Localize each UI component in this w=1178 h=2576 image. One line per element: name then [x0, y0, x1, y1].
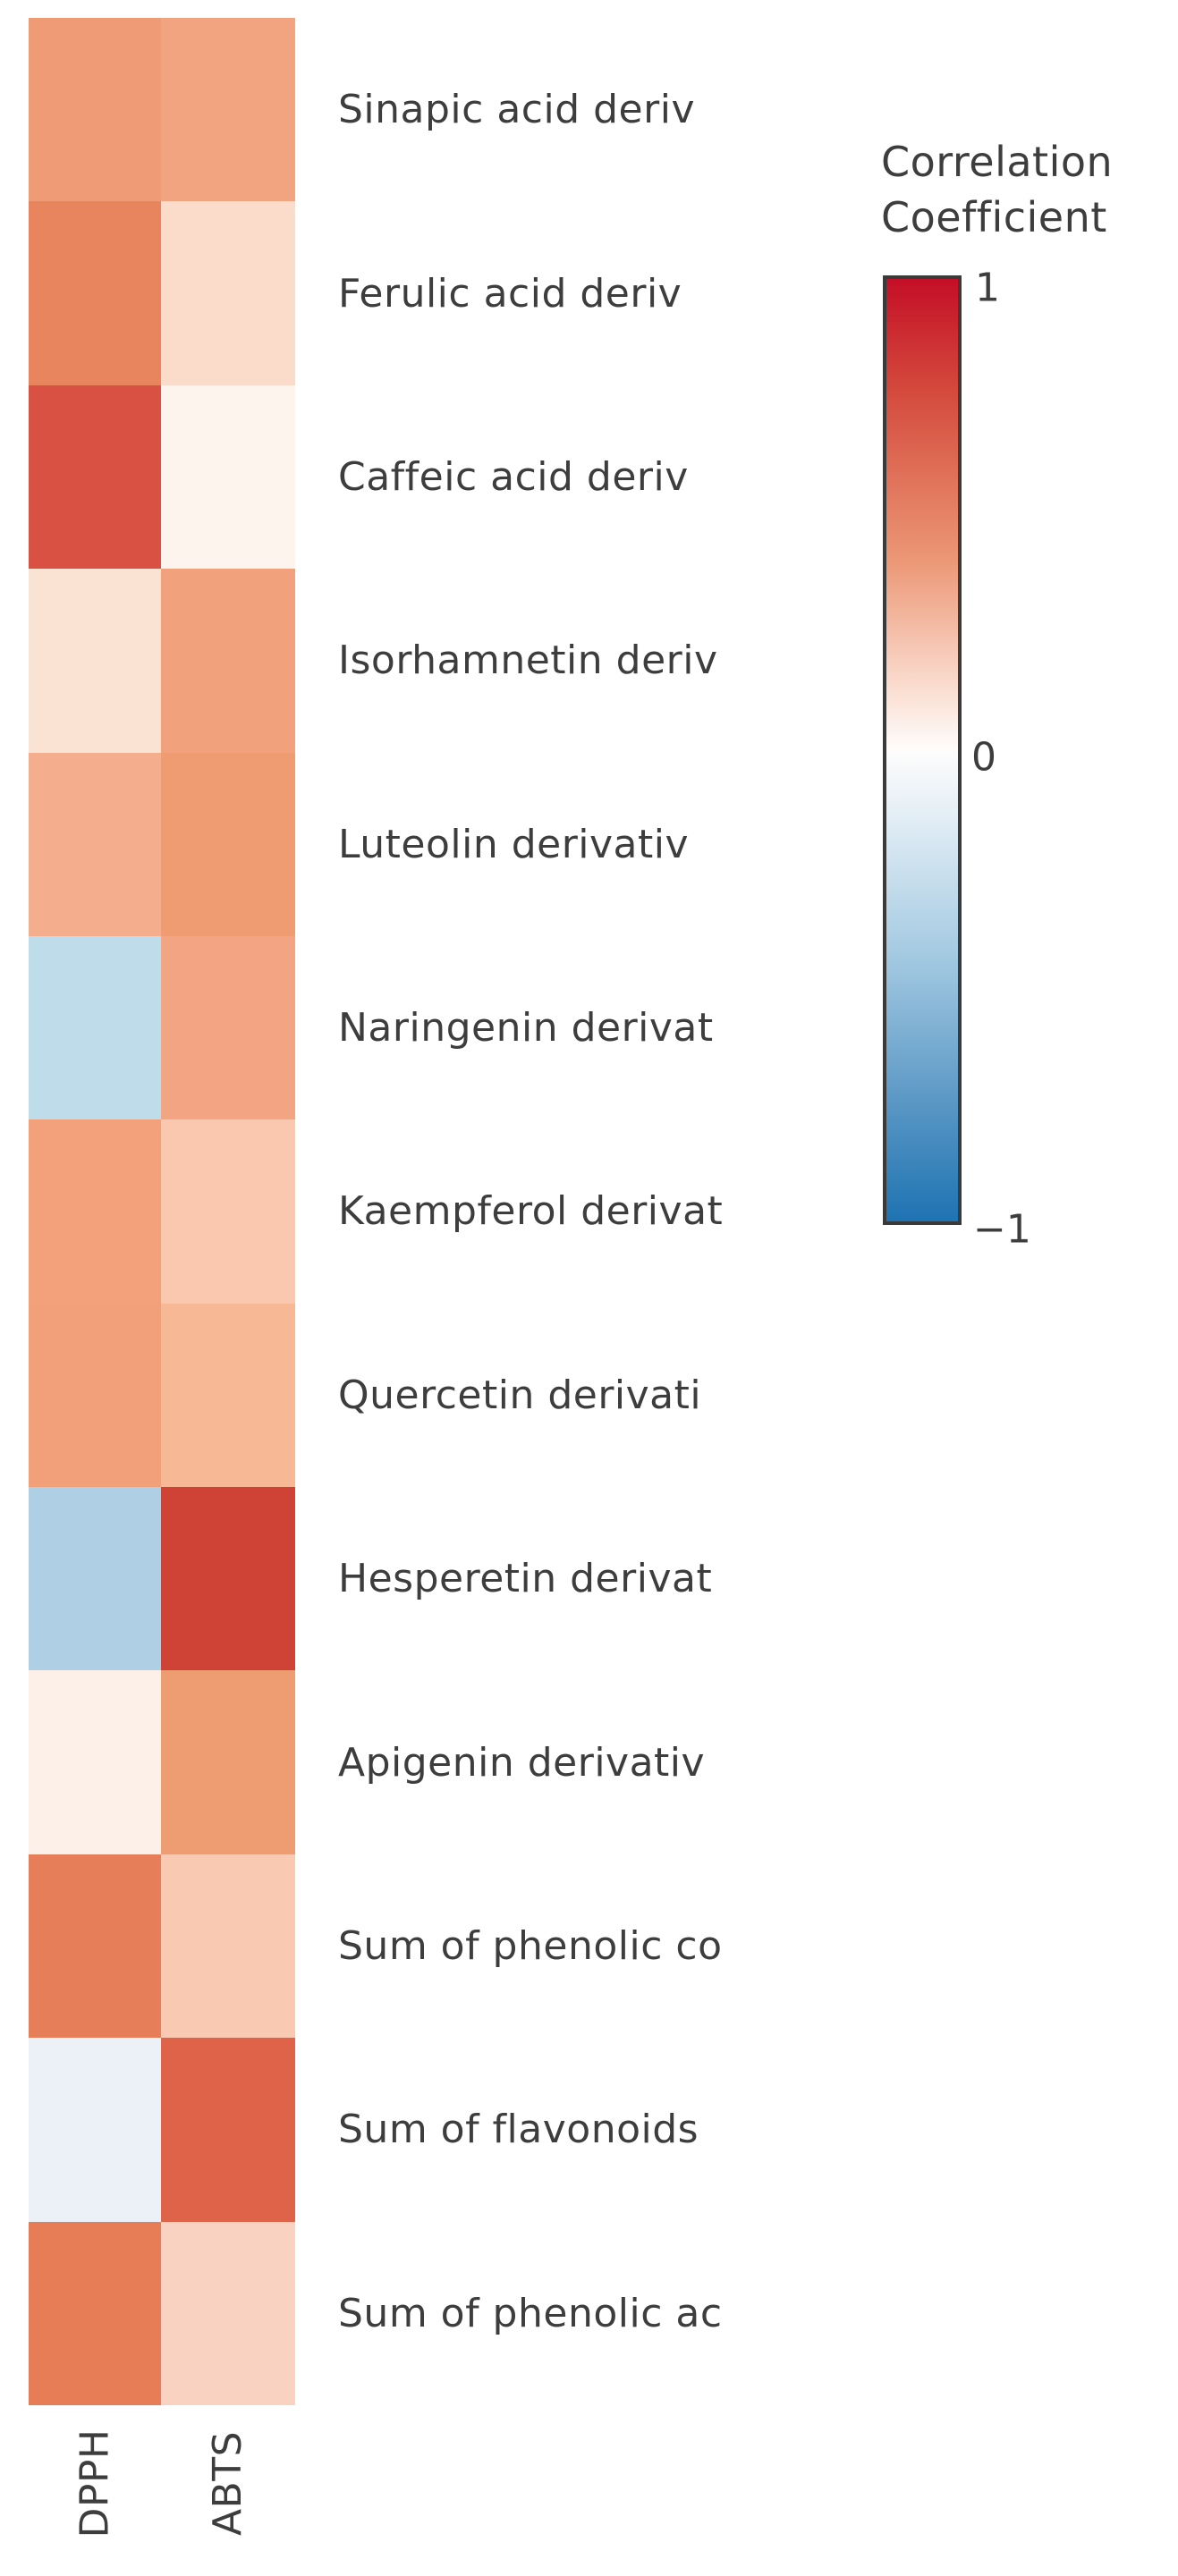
legend-title-line2: Coefficient: [881, 193, 1107, 241]
heatmap-cell: [29, 935, 161, 1120]
x-axis-labels: DPPH ABTS: [29, 2405, 295, 2562]
legend-title-line1: Correlation: [881, 138, 1114, 186]
heatmap-cell: [29, 569, 161, 753]
heatmap-grid: [29, 18, 295, 2405]
x-axis-label-text: DPPH: [72, 2428, 118, 2538]
heatmap-cell: [161, 1303, 295, 1488]
row-label: Sum of phenolic co: [338, 1923, 723, 1970]
heatmap-cell: [161, 1670, 295, 1854]
heatmap-cell: [161, 1119, 295, 1304]
row-label: Naringenin derivat: [338, 1005, 714, 1052]
heatmap-cell: [161, 1487, 295, 1671]
heatmap-cell: [29, 384, 161, 570]
heatmap-cell: [29, 201, 161, 385]
row-label: Sinapic acid deriv: [338, 87, 695, 133]
row-label: Isorhamnetin deriv: [338, 638, 718, 684]
heatmap-cell: [161, 569, 295, 753]
row-labels-column: Sinapic acid deriv Ferulic acid deriv Caff…: [338, 18, 893, 2405]
heatmap-cell: [161, 2038, 295, 2222]
colorbar-tick-min: −1: [973, 1206, 1031, 1253]
legend-title: Correlation Coefficient: [881, 134, 1113, 245]
heatmap-cell: [29, 1670, 161, 1854]
heatmap-cell: [161, 935, 295, 1120]
row-label: Hesperetin derivat: [338, 1556, 713, 1602]
row-label: Quercetin derivati: [338, 1372, 702, 1418]
heatmap-cell: [161, 1854, 295, 2039]
row-label: Apigenin derivativ: [338, 1739, 706, 1786]
x-axis-label-text: ABTS: [205, 2430, 251, 2537]
heatmap-cell: [29, 1487, 161, 1671]
heatmap-cell: [29, 1303, 161, 1488]
row-label: Ferulic acid deriv: [338, 270, 682, 317]
x-axis-label: DPPH: [29, 2405, 161, 2562]
heatmap-cell: [161, 18, 295, 202]
heatmap-cell: [29, 1854, 161, 2039]
heatmap-cell: [161, 384, 295, 570]
colorbar-tick-zero: 0: [971, 734, 996, 781]
heatmap-cell: [29, 1119, 161, 1304]
heatmap-cell: [161, 201, 295, 385]
heatmap-cell: [161, 752, 295, 936]
row-label: Kaempferol derivat: [338, 1188, 724, 1235]
x-axis-label: ABTS: [161, 2405, 295, 2562]
row-label: Sum of phenolic ac: [338, 2290, 723, 2336]
row-label: Sum of flavonoids: [338, 2107, 699, 2153]
heatmap-cell: [29, 2038, 161, 2222]
heatmap-cell: [29, 18, 161, 202]
heatmap-cell: [29, 2221, 161, 2405]
heatmap-cell: [161, 2221, 295, 2405]
row-label: Luteolin derivativ: [338, 821, 690, 867]
heatmap-cell: [29, 752, 161, 936]
colorbar-tick-max: 1: [975, 265, 1000, 311]
colorbar: [883, 275, 962, 1225]
row-label: Caffeic acid deriv: [338, 453, 689, 500]
